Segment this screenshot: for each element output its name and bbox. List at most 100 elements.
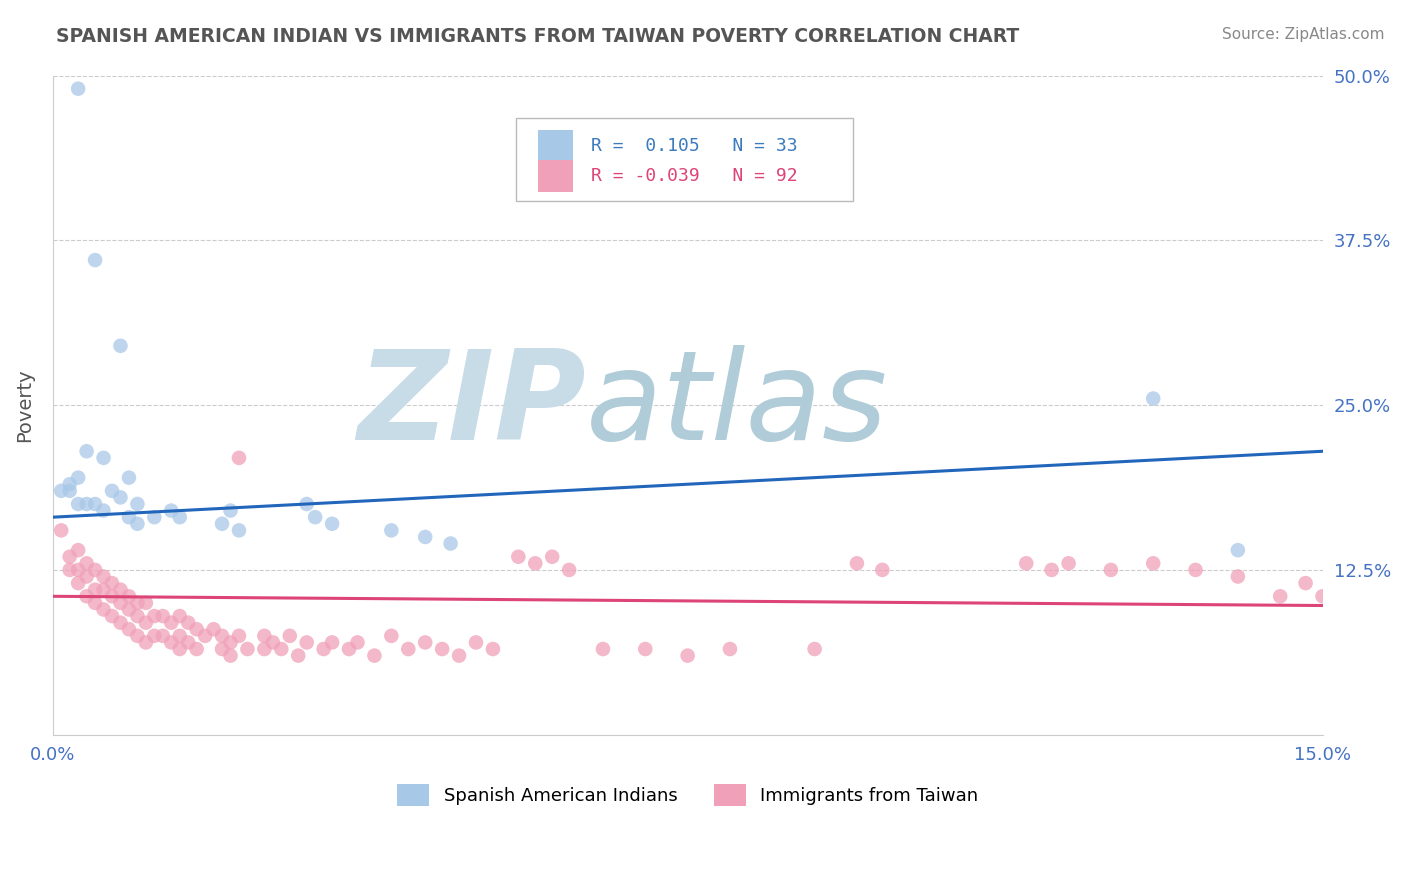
Point — [253, 629, 276, 643]
Point — [321, 635, 343, 649]
Point — [143, 510, 166, 524]
Point — [413, 635, 436, 649]
Point — [143, 609, 166, 624]
Point — [135, 615, 157, 630]
Point — [541, 549, 564, 564]
Point — [67, 563, 90, 577]
Point — [304, 510, 326, 524]
Point — [1270, 589, 1292, 603]
Point — [110, 615, 132, 630]
Point — [118, 470, 141, 484]
Point — [127, 629, 149, 643]
Point — [152, 629, 174, 643]
Point — [67, 470, 90, 484]
Point — [59, 563, 82, 577]
Point — [118, 510, 141, 524]
Point — [67, 576, 90, 591]
Point — [346, 635, 368, 649]
Point — [186, 642, 208, 657]
Point — [211, 516, 233, 531]
Point — [439, 536, 461, 550]
Point — [177, 615, 200, 630]
Point — [93, 450, 115, 465]
Point — [1015, 557, 1038, 571]
Point — [118, 589, 141, 603]
Point — [1142, 392, 1164, 406]
Point — [169, 510, 191, 524]
Point — [202, 622, 225, 636]
Point — [413, 530, 436, 544]
Point — [676, 648, 699, 663]
Point — [59, 483, 82, 498]
FancyBboxPatch shape — [538, 161, 574, 192]
Point — [287, 648, 309, 663]
Point — [177, 635, 200, 649]
Point — [211, 642, 233, 657]
Point — [76, 569, 98, 583]
Point — [236, 642, 259, 657]
Point — [219, 648, 242, 663]
Point — [160, 615, 183, 630]
Point — [1099, 563, 1122, 577]
Point — [110, 582, 132, 597]
Point — [253, 642, 276, 657]
Point — [110, 596, 132, 610]
Point — [127, 609, 149, 624]
Point — [67, 543, 90, 558]
Point — [312, 642, 335, 657]
Point — [84, 582, 107, 597]
Point — [219, 503, 242, 517]
Point — [363, 648, 385, 663]
Point — [380, 524, 402, 538]
Point — [1226, 569, 1249, 583]
Point — [76, 444, 98, 458]
Point — [1142, 557, 1164, 571]
Y-axis label: Poverty: Poverty — [15, 368, 34, 442]
Point — [169, 642, 191, 657]
Point — [872, 563, 894, 577]
Point — [228, 524, 250, 538]
Point — [558, 563, 581, 577]
Point — [118, 602, 141, 616]
Point — [430, 642, 453, 657]
Point — [524, 557, 547, 571]
Point — [84, 596, 107, 610]
Point — [295, 635, 318, 649]
Point — [1040, 563, 1063, 577]
Point — [592, 642, 614, 657]
Point — [278, 629, 301, 643]
Point — [143, 629, 166, 643]
Text: ZIP: ZIP — [357, 344, 586, 466]
Point — [93, 503, 115, 517]
Point — [101, 483, 124, 498]
Point — [228, 629, 250, 643]
Point — [380, 629, 402, 643]
Point — [101, 576, 124, 591]
Point — [84, 563, 107, 577]
Text: R =  0.105   N = 33: R = 0.105 N = 33 — [591, 137, 797, 155]
Point — [228, 450, 250, 465]
Point — [101, 589, 124, 603]
Point — [718, 642, 741, 657]
Point — [169, 609, 191, 624]
Point — [219, 635, 242, 649]
Point — [845, 557, 868, 571]
Point — [186, 622, 208, 636]
Point — [51, 524, 73, 538]
Point — [803, 642, 825, 657]
Point — [169, 629, 191, 643]
Point — [1312, 589, 1334, 603]
Point — [84, 497, 107, 511]
Point — [93, 602, 115, 616]
Point — [449, 648, 471, 663]
Point — [160, 635, 183, 649]
Point — [135, 635, 157, 649]
Point — [396, 642, 419, 657]
Text: Source: ZipAtlas.com: Source: ZipAtlas.com — [1222, 27, 1385, 42]
Point — [59, 549, 82, 564]
Text: SPANISH AMERICAN INDIAN VS IMMIGRANTS FROM TAIWAN POVERTY CORRELATION CHART: SPANISH AMERICAN INDIAN VS IMMIGRANTS FR… — [56, 27, 1019, 45]
Point — [110, 491, 132, 505]
Point — [482, 642, 505, 657]
Point — [76, 589, 98, 603]
Point — [76, 497, 98, 511]
